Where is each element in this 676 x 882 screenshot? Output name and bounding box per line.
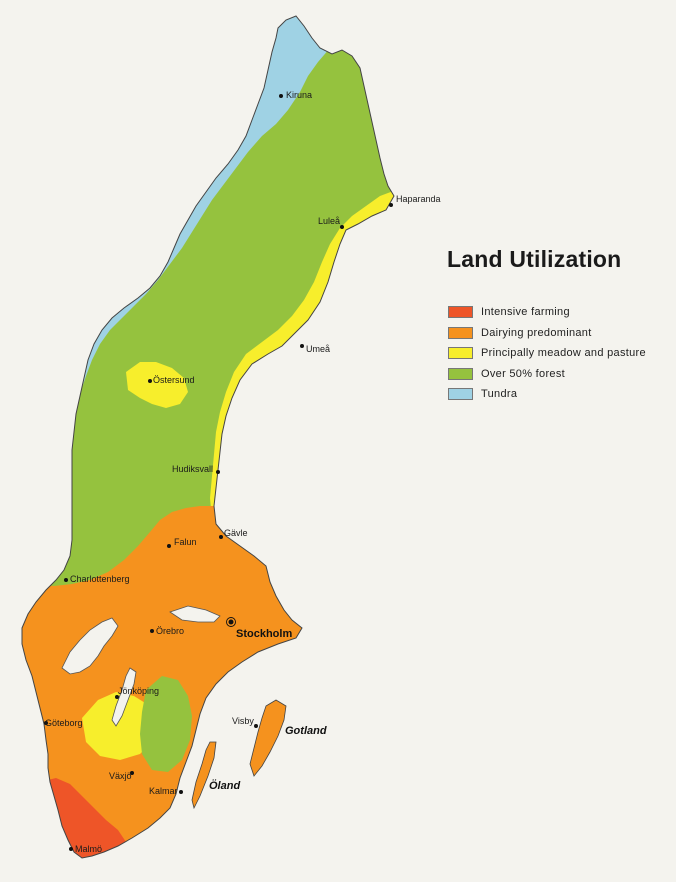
legend-swatch — [448, 347, 473, 360]
label-falun: Falun — [174, 537, 197, 547]
map-title: Land Utilization — [447, 246, 622, 272]
legend-swatch — [448, 367, 473, 380]
label-stockholm: Stockholm — [236, 628, 292, 640]
label-kiruna: Kiruna — [286, 90, 312, 100]
legend-label: Dairying predominant — [481, 326, 592, 339]
lake-vanern — [61, 617, 119, 675]
label-kalmar: Kalmar — [149, 786, 178, 796]
legend-item: Dairying predominant — [448, 323, 646, 344]
legend-swatch — [448, 306, 473, 319]
label-malmo: Malmö — [75, 844, 102, 854]
map-legend: Intensive farming Dairying predominant Pri… — [448, 302, 646, 405]
sweden-coastline — [21, 15, 395, 859]
label-oland: Öland — [209, 779, 240, 792]
legend-label: Principally meadow and pasture — [481, 347, 646, 360]
label-charlottenberg: Charlottenberg — [70, 574, 130, 584]
label-orebro: Örebro — [156, 626, 184, 636]
legend-label: Over 50% forest — [481, 367, 565, 380]
label-hudiksvall: Hudiksvall — [172, 464, 213, 474]
legend-item: Tundra — [448, 384, 646, 405]
legend-item: Intensive farming — [448, 302, 646, 323]
legend-swatch — [448, 326, 473, 339]
label-goteborg: Göteborg — [45, 718, 83, 728]
label-gotland: Gotland — [285, 725, 327, 737]
label-gavle: Gävle — [224, 528, 248, 538]
label-umea: Umeå — [306, 344, 330, 354]
lake-malaren — [169, 605, 221, 623]
island-gotland — [249, 699, 287, 777]
label-lulea: Luleå — [318, 216, 340, 226]
label-visby: Visby — [232, 716, 254, 726]
forest-smaland-zone — [140, 676, 192, 772]
label-ostersund: Östersund — [153, 375, 195, 385]
label-haparanda: Haparanda — [396, 194, 441, 204]
legend-item: Over 50% forest — [448, 364, 646, 385]
capital-marker — [226, 617, 236, 627]
label-jonkoping: Jönköping — [118, 686, 159, 696]
legend-item: Principally meadow and pasture — [448, 343, 646, 364]
legend-swatch — [448, 388, 473, 401]
label-vaxjo: Växjö — [109, 771, 132, 781]
island-oland — [191, 741, 217, 810]
lake-vattern — [111, 667, 137, 727]
legend-label: Intensive farming — [481, 306, 570, 319]
meadow-ostersund-zone — [126, 362, 188, 408]
meadow-smaland-zone — [82, 692, 160, 760]
city-markers — [44, 94, 393, 851]
legend-label: Tundra — [481, 388, 518, 401]
